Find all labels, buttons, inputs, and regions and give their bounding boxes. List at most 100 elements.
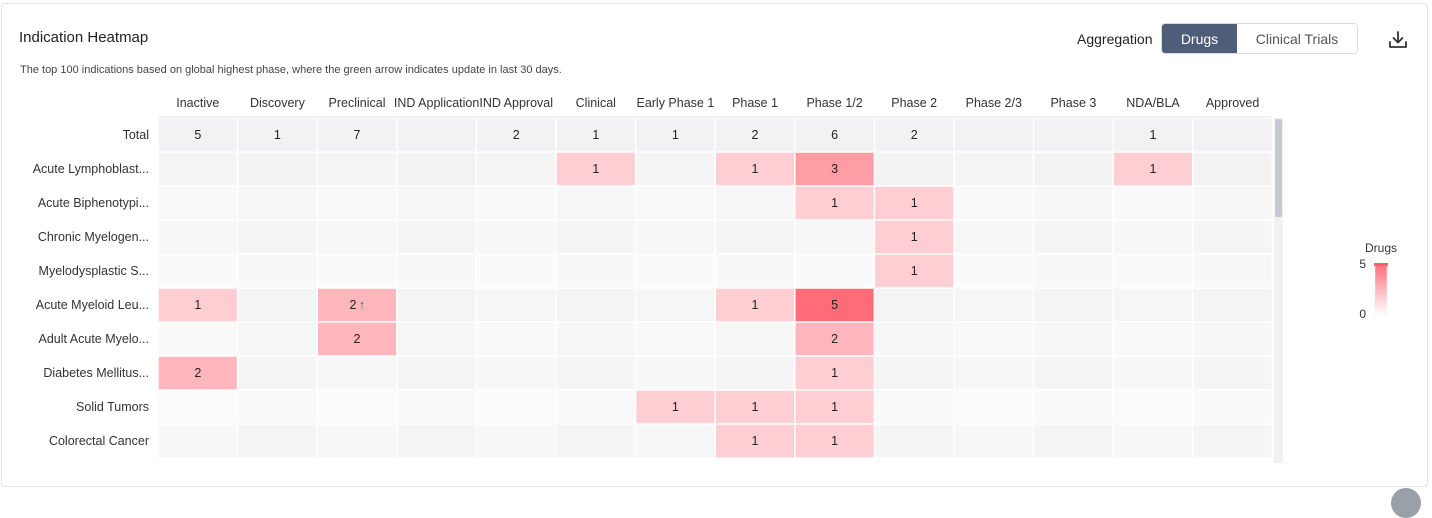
heatmap-cell	[398, 153, 476, 186]
heatmap-cell	[398, 425, 476, 458]
heatmap-cell	[477, 357, 555, 390]
heatmap-cell	[636, 357, 714, 390]
heatmap-cell	[159, 187, 237, 220]
scrollbar-thumb[interactable]	[1275, 119, 1282, 217]
row-label: Myelodysplastic S...	[39, 264, 149, 278]
heatmap-cell	[159, 323, 237, 356]
cell-value: 1	[194, 298, 201, 312]
row-label: Solid Tumors	[76, 400, 149, 414]
cell-value: 1	[831, 434, 838, 448]
heatmap-cell	[398, 357, 476, 390]
heatmap-cell	[716, 255, 794, 288]
row-label: Colorectal Cancer	[49, 434, 149, 448]
cell-value: 1	[592, 162, 599, 176]
heatmap-cell	[238, 187, 316, 220]
heatmap-cell	[955, 357, 1033, 390]
heatmap-cell	[398, 391, 476, 424]
heatmap-cell	[398, 255, 476, 288]
legend-max-label: 5	[1359, 257, 1366, 271]
cell-value: 1	[1150, 162, 1157, 176]
heatmap-cell	[1114, 425, 1192, 458]
heatmap-cell	[1194, 425, 1272, 458]
column-header: Inactive	[176, 96, 219, 110]
heatmap-cell	[398, 323, 476, 356]
cell-value: 1	[831, 196, 838, 210]
column-header: Phase 1	[732, 96, 778, 110]
cell-value: 2	[831, 332, 838, 346]
heatmap-cell	[955, 153, 1033, 186]
heatmap-cell	[557, 187, 635, 220]
column-header: Phase 2/3	[966, 96, 1022, 110]
cell-value: 2	[194, 366, 201, 380]
heatmap-cell	[318, 255, 396, 288]
cell-value: 1	[1150, 128, 1157, 142]
column-header: IND Approval	[479, 96, 553, 110]
scroll-top-button[interactable]	[1391, 488, 1421, 518]
heatmap-cell	[716, 187, 794, 220]
heatmap-cell	[716, 323, 794, 356]
heatmap-cell	[1194, 323, 1272, 356]
heatmap-cell	[318, 357, 396, 390]
cell-value: 1	[274, 128, 281, 142]
heatmap-cell	[398, 187, 476, 220]
heatmap-cell	[875, 357, 953, 390]
heatmap-cell	[238, 221, 316, 254]
cell-value: 2	[354, 332, 361, 346]
heatmap-cell	[557, 357, 635, 390]
heatmap-cell	[318, 153, 396, 186]
heatmap-cell	[398, 221, 476, 254]
cell-value: 1	[672, 128, 679, 142]
heatmap-cell	[238, 425, 316, 458]
column-header: Phase 3	[1050, 96, 1096, 110]
cell-value: 2	[350, 298, 357, 312]
heatmap-cell	[238, 255, 316, 288]
heatmap-cell	[477, 391, 555, 424]
heatmap-cell	[477, 221, 555, 254]
heatmap-cell	[318, 391, 396, 424]
cell-value: 6	[831, 128, 838, 142]
heatmap-cell	[557, 425, 635, 458]
total-cell	[1034, 119, 1112, 152]
heatmap-cell	[557, 289, 635, 322]
cell-value: 1	[831, 366, 838, 380]
heatmap-cell	[1034, 425, 1112, 458]
cell-value: 7	[354, 128, 361, 142]
heatmap-cell	[636, 323, 714, 356]
heatmap-cell	[477, 255, 555, 288]
legend-gradient-bar	[1375, 263, 1387, 315]
heatmap-cell	[238, 391, 316, 424]
column-header: Phase 1/2	[806, 96, 862, 110]
heatmap-cell	[159, 391, 237, 424]
heatmap-cell	[238, 153, 316, 186]
heatmap-cell	[477, 187, 555, 220]
heatmap-cell	[1034, 153, 1112, 186]
heatmap-cell	[716, 357, 794, 390]
heatmap-cell	[875, 289, 953, 322]
row-label: Adult Acute Myelo...	[39, 332, 149, 346]
heatmap-cell	[1114, 323, 1192, 356]
row-label: Acute Lymphoblast...	[33, 162, 149, 176]
heatmap-cell	[1194, 357, 1272, 390]
cell-value: 1	[592, 128, 599, 142]
heatmap-cell	[1114, 187, 1192, 220]
heatmap-cell	[398, 289, 476, 322]
heatmap-cell	[636, 153, 714, 186]
row-label: Acute Myeloid Leu...	[36, 298, 149, 312]
column-header: Clinical	[576, 96, 616, 110]
column-header: NDA/BLA	[1126, 96, 1180, 110]
heatmap-cell	[1194, 391, 1272, 424]
column-header: Preclinical	[329, 96, 386, 110]
heatmap-cell	[716, 221, 794, 254]
heatmap-cell	[1034, 323, 1112, 356]
heatmap-cell	[557, 323, 635, 356]
heatmap-cell	[238, 323, 316, 356]
heatmap-cell	[796, 255, 874, 288]
heatmap-cell	[1114, 357, 1192, 390]
row-label: Chronic Myelogen...	[38, 230, 149, 244]
heatmap-cell	[318, 289, 396, 322]
heatmap-cell	[875, 425, 953, 458]
heatmap-cell	[1114, 255, 1192, 288]
cell-value: 1	[752, 400, 759, 414]
column-header: Discovery	[250, 96, 306, 110]
cell-value: 2	[513, 128, 520, 142]
